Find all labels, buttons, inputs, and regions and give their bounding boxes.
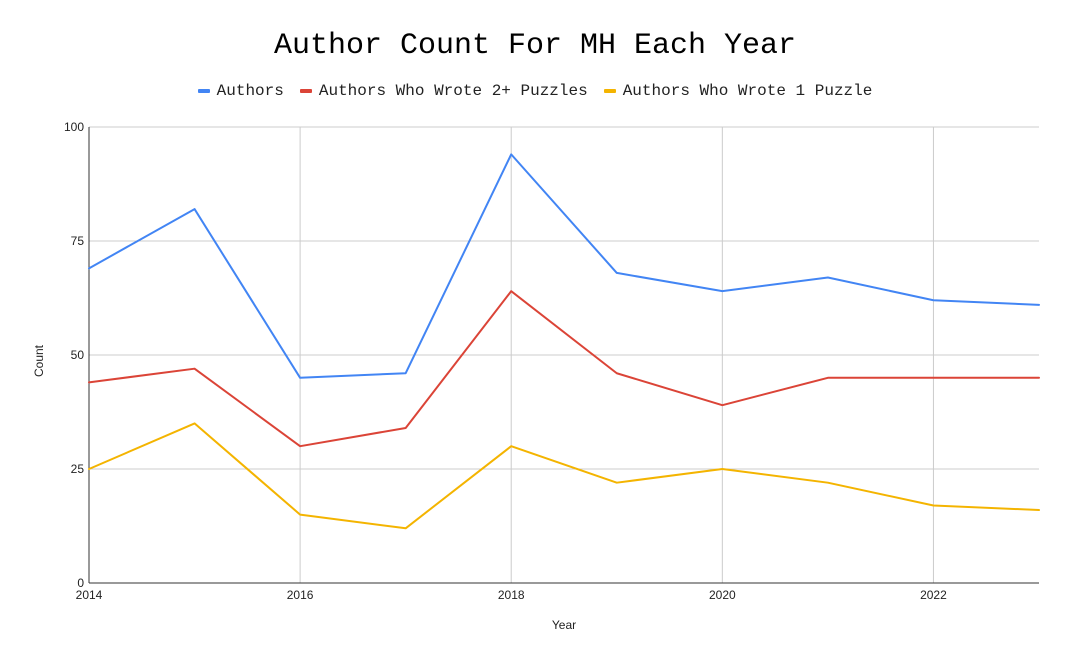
legend-label-authors-1: Authors Who Wrote 1 Puzzle	[622, 82, 873, 100]
legend-label-authors: Authors	[216, 82, 284, 100]
x-tick-label-2020: 2020	[709, 588, 736, 602]
y-tick-label-0: 0	[77, 576, 84, 590]
legend-item-authors[interactable]: Authors	[197, 80, 284, 102]
legend-item-authors-1[interactable]: Authors Who Wrote 1 Puzzle	[603, 80, 873, 102]
grid-lines	[89, 126, 1039, 583]
y-axis-title: Count	[32, 344, 46, 377]
series-lines	[88, 153, 1040, 530]
x-axis-title: Year	[552, 618, 576, 632]
x-tick-label-2018: 2018	[498, 588, 525, 602]
legend: Authors Authors Who Wrote 2+ Puzzles Aut…	[0, 80, 1070, 102]
legend-swatch-authors-2plus	[299, 89, 312, 93]
y-tick-label-50: 50	[71, 348, 85, 362]
series-line-1	[88, 153, 1040, 379]
y-tick-label-100: 100	[64, 120, 84, 134]
x-tick-label-2022: 2022	[920, 588, 947, 602]
x-tick-label-2016: 2016	[287, 588, 314, 602]
x-tick-label-2014: 2014	[76, 588, 103, 602]
axes	[88, 127, 1039, 584]
chart-title: Author Count For MH Each Year	[273, 29, 797, 63]
series-line-3	[88, 422, 1040, 530]
y-tick-label-25: 25	[71, 462, 85, 476]
y-tick-label-75: 75	[71, 234, 85, 248]
legend-swatch-authors	[197, 89, 210, 93]
legend-swatch-authors-1	[603, 89, 616, 93]
series-line-2	[88, 290, 1040, 448]
legend-item-authors-2plus[interactable]: Authors Who Wrote 2+ Puzzles	[299, 80, 588, 102]
tick-labels: 0 25 50 75 100 2014 2016 2018 2020 2022	[64, 120, 947, 602]
legend-label-authors-2plus: Authors Who Wrote 2+ Puzzles	[318, 82, 588, 100]
